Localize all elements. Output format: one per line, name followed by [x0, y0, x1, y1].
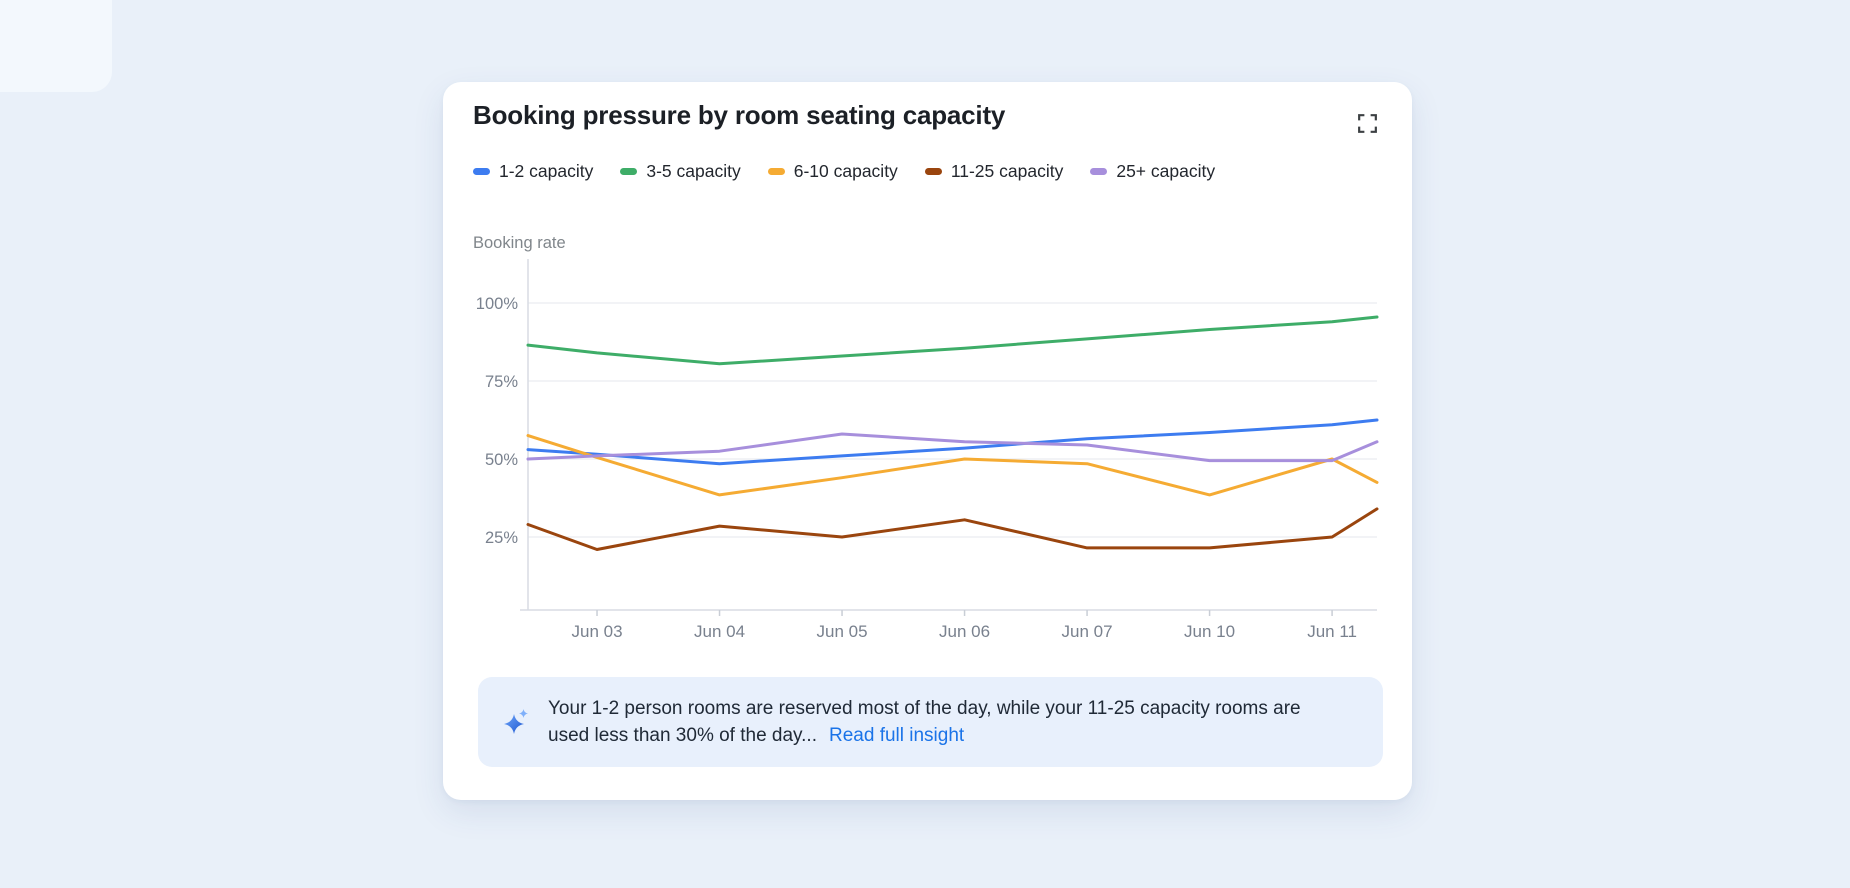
insight-banner: Your 1-2 person rooms are reserved most …: [478, 677, 1383, 767]
legend-swatch-icon: [924, 168, 942, 175]
y-tick-label: 75%: [485, 373, 518, 391]
series-line-1-2-capacity: [526, 418, 1379, 466]
page-title: Booking pressure by room seating capacit…: [473, 100, 1006, 130]
x-tick-label: Jun 03: [572, 622, 623, 641]
expand-button[interactable]: [1352, 108, 1382, 138]
legend-item-25+-capacity[interactable]: 25+ capacity: [1090, 161, 1215, 182]
x-tick-label: Jun 11: [1307, 622, 1357, 641]
legend-item-1-2-capacity[interactable]: 1-2 capacity: [473, 161, 593, 182]
x-tick-label: Jun 07: [1062, 622, 1113, 641]
booking-pressure-card: Booking pressure by room seating capacit…: [443, 82, 1412, 800]
x-tick-label: Jun 05: [817, 622, 868, 641]
x-tick-label: Jun 10: [1184, 622, 1235, 641]
insight-summary: Your 1-2 person rooms are reserved most …: [548, 698, 1301, 746]
read-full-insight-link[interactable]: Read full insight: [829, 725, 965, 746]
legend-item-11-25-capacity[interactable]: 11-25 capacity: [924, 161, 1064, 182]
y-axis-caption: Booking rate: [473, 234, 566, 252]
legend-item-6-10-capacity[interactable]: 6-10 capacity: [767, 161, 898, 182]
legend-swatch-icon: [1090, 168, 1108, 175]
insight-text: Your 1-2 person rooms are reserved most …: [548, 695, 1320, 749]
series-line-6-10-capacity: [526, 434, 1379, 497]
legend-label: 6-10 capacity: [793, 161, 898, 181]
legend-swatch-icon: [620, 168, 638, 175]
series-line-25+-capacity: [526, 432, 1379, 463]
series-line-11-25-capacity: [526, 507, 1379, 551]
legend-label: 11-25 capacity: [950, 161, 1064, 181]
y-tick-label: 100%: [476, 295, 519, 313]
line-chart[interactable]: 100% 75% 50% 25% Jun 03 Jun 04 Jun 05 Jun 06 Jun…: [443, 254, 1412, 654]
y-tick-label: 25%: [485, 529, 518, 547]
series-line-3-5-capacity: [526, 315, 1379, 366]
x-tick-label: Jun 06: [939, 622, 990, 641]
x-tick-label: Jun 04: [694, 622, 745, 641]
legend-label: 3-5 capacity: [646, 161, 741, 181]
y-tick-label: 50%: [485, 451, 518, 469]
legend-swatch-icon: [473, 168, 490, 175]
background-panel-corner: [0, 0, 112, 92]
legend-item-3-5-capacity[interactable]: 3-5 capacity: [620, 161, 741, 182]
gemini-sparkle-icon: [504, 709, 528, 734]
legend-label: 1-2 capacity: [499, 161, 594, 181]
legend-label: 25+ capacity: [1116, 161, 1216, 181]
chart-legend: 1-2 capacity 3-5 capacity 6-10 capacity 11-…: [473, 161, 1382, 182]
legend-swatch-icon: [767, 168, 785, 175]
fullscreen-corners-icon: [1357, 113, 1377, 133]
